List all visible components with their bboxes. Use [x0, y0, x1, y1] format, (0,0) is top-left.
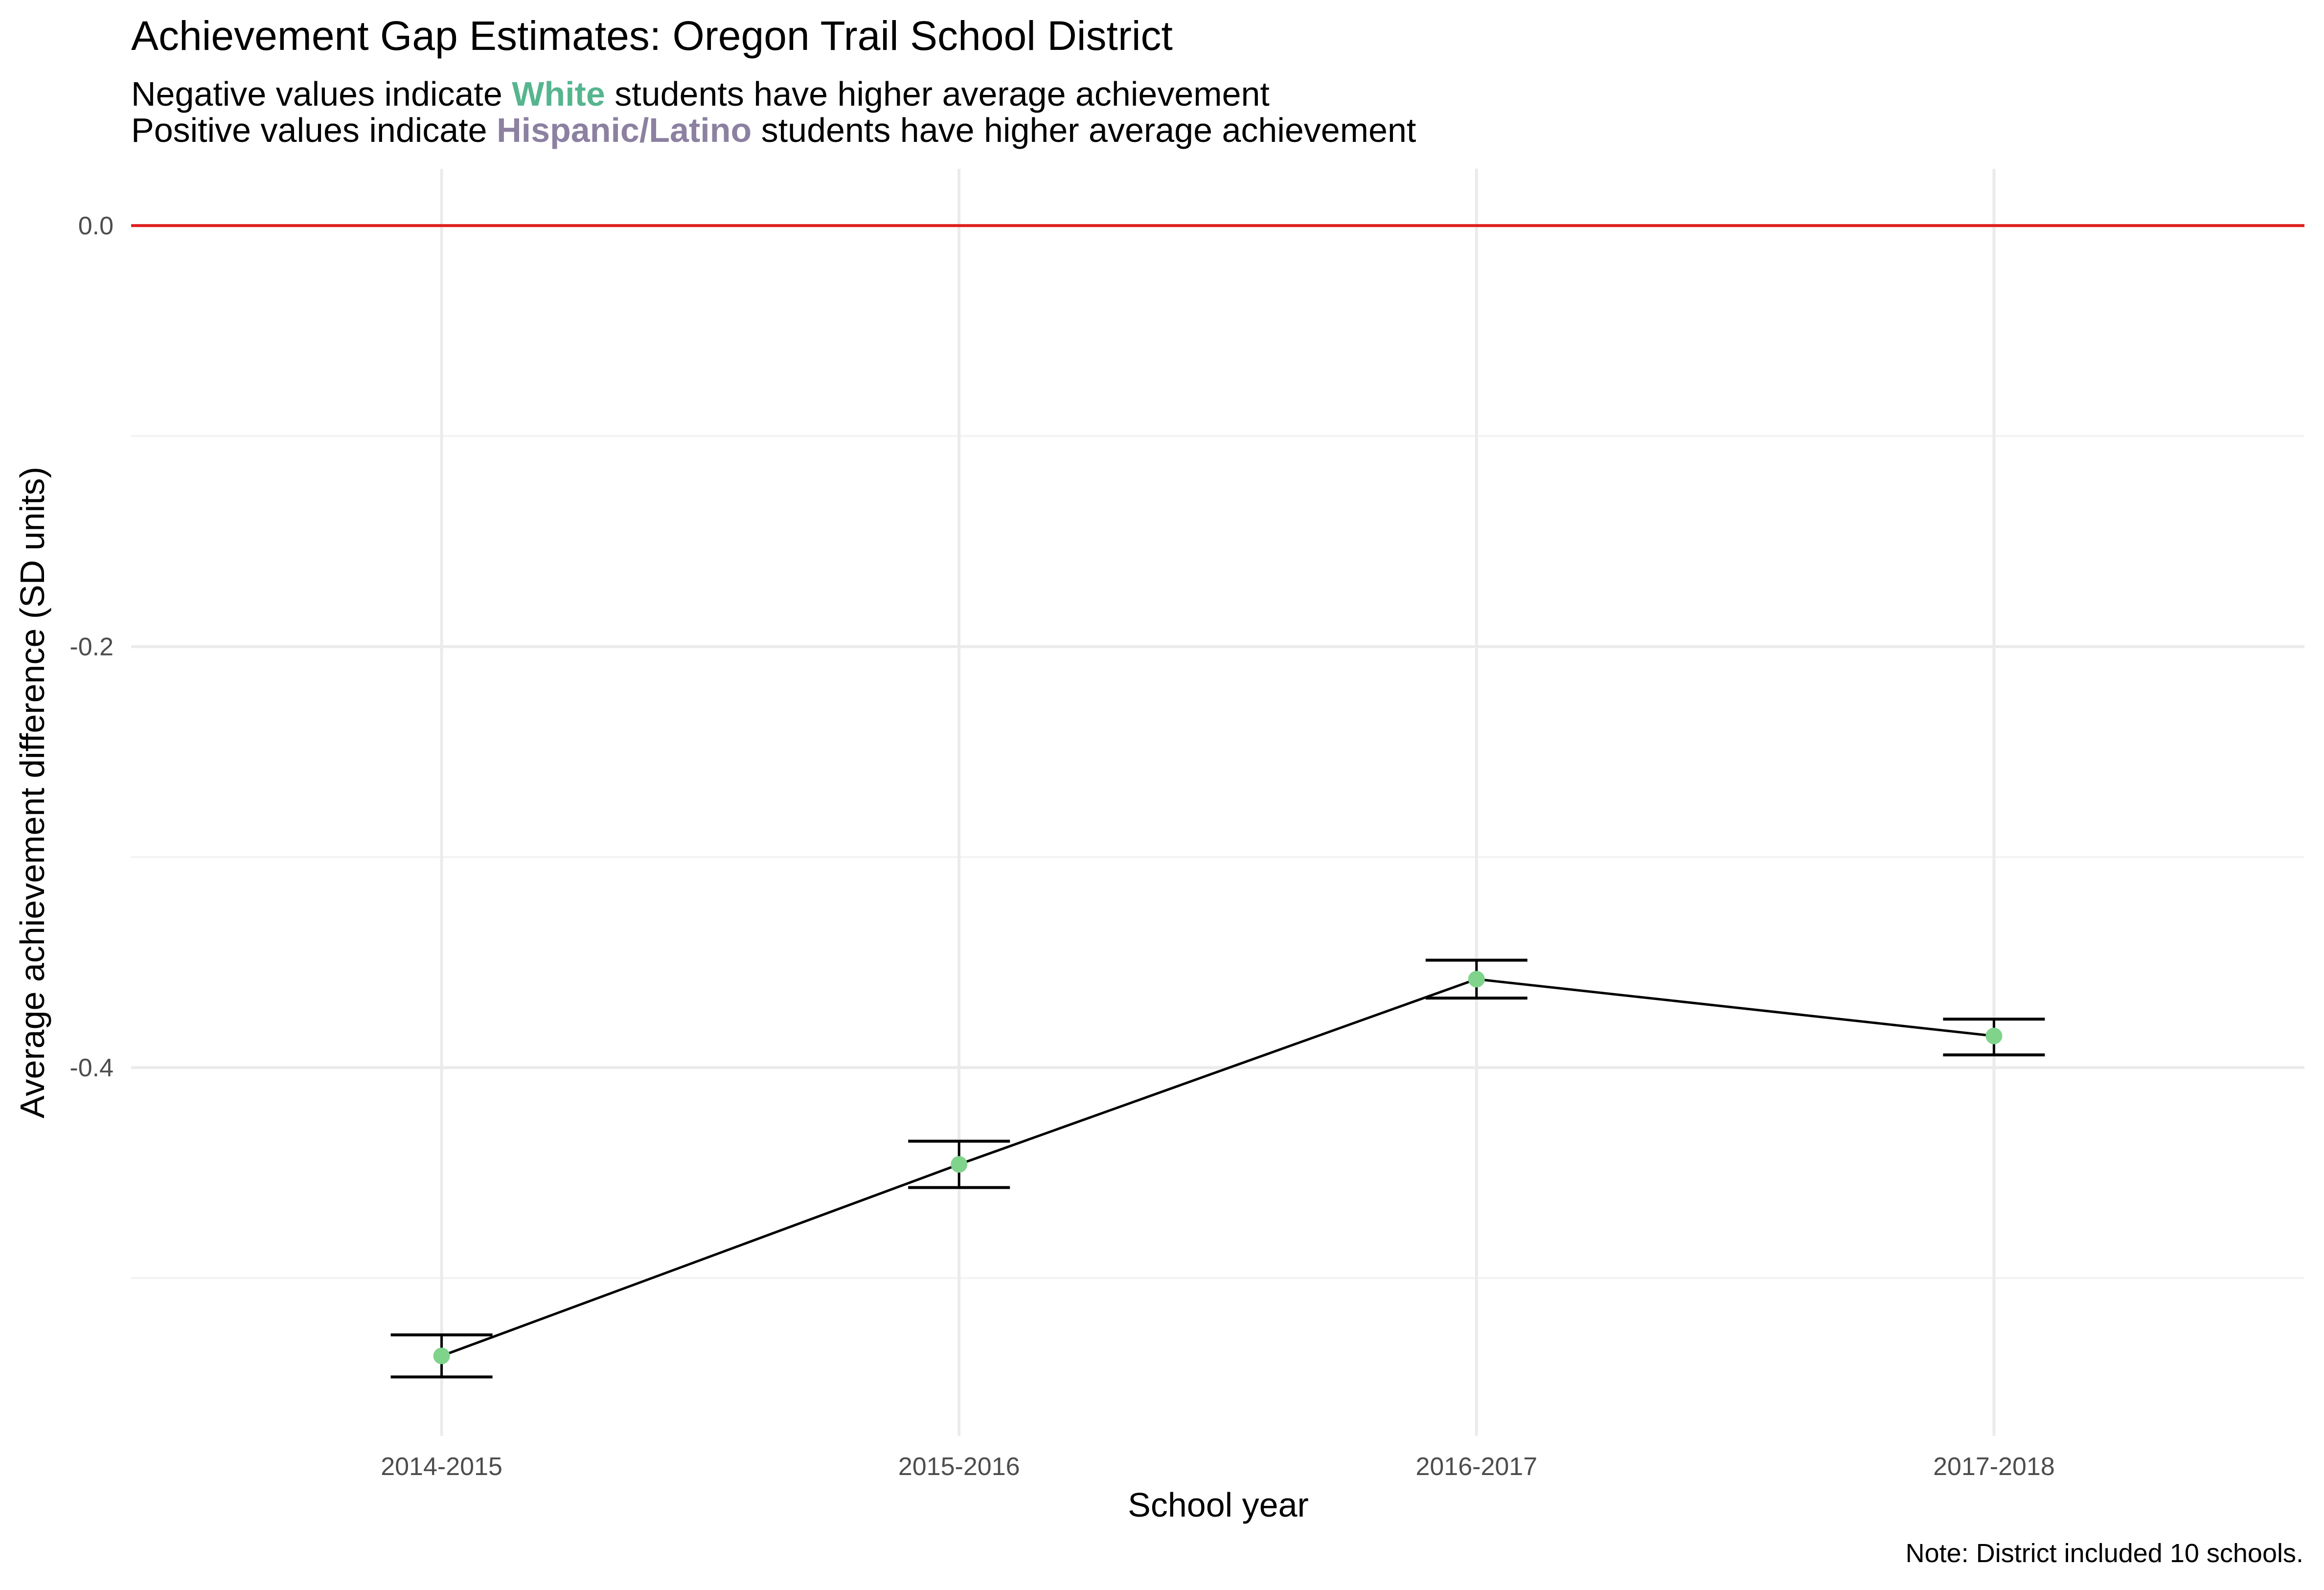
data-point: [1468, 971, 1485, 988]
y-tick-labels: 0.0 -0.2 -0.4: [69, 212, 114, 1082]
x-tick-labels: 2014-2015 2015-2016 2016-2017 2017-2018: [381, 1453, 2055, 1481]
subtitle-2-before: Positive values indicate: [131, 111, 497, 149]
chart-subtitle-line-1: Negative values indicate White students …: [131, 74, 1270, 114]
y-tick-label: -0.4: [69, 1054, 114, 1082]
x-tick-label: 2015-2016: [898, 1453, 1020, 1481]
x-tick-label: 2017-2018: [1933, 1453, 2055, 1481]
y-tick-label: -0.2: [69, 633, 114, 661]
subtitle-white-highlight: White: [512, 75, 605, 113]
x-axis-title: School year: [1128, 1486, 1309, 1524]
subtitle-2-after: students have higher average achievement: [752, 111, 1416, 149]
y-axis-title: Average achievement difference (SD units…: [13, 467, 51, 1118]
subtitle-hispanic-highlight: Hispanic/Latino: [497, 111, 752, 149]
chart-caption-note: Note: District included 10 schools.: [1905, 1539, 2303, 1568]
chart-title: Achievement Gap Estimates: Oregon Trail …: [131, 13, 1173, 59]
chart-subtitle-line-2: Positive values indicate Hispanic/Latino…: [131, 111, 1416, 150]
data-point: [951, 1156, 968, 1173]
series-line: [441, 977, 1994, 1357]
grid-lines: [131, 169, 2304, 1436]
series-group: [390, 958, 2045, 1379]
data-point: [1985, 1027, 2003, 1045]
data-point: [433, 1347, 450, 1364]
y-tick-label: 0.0: [78, 212, 114, 240]
x-tick-label: 2016-2017: [1415, 1453, 1537, 1481]
subtitle-1-before: Negative values indicate: [131, 75, 512, 113]
subtitle-1-after: students have higher average achievement: [605, 75, 1270, 113]
x-tick-label: 2014-2015: [381, 1453, 502, 1481]
